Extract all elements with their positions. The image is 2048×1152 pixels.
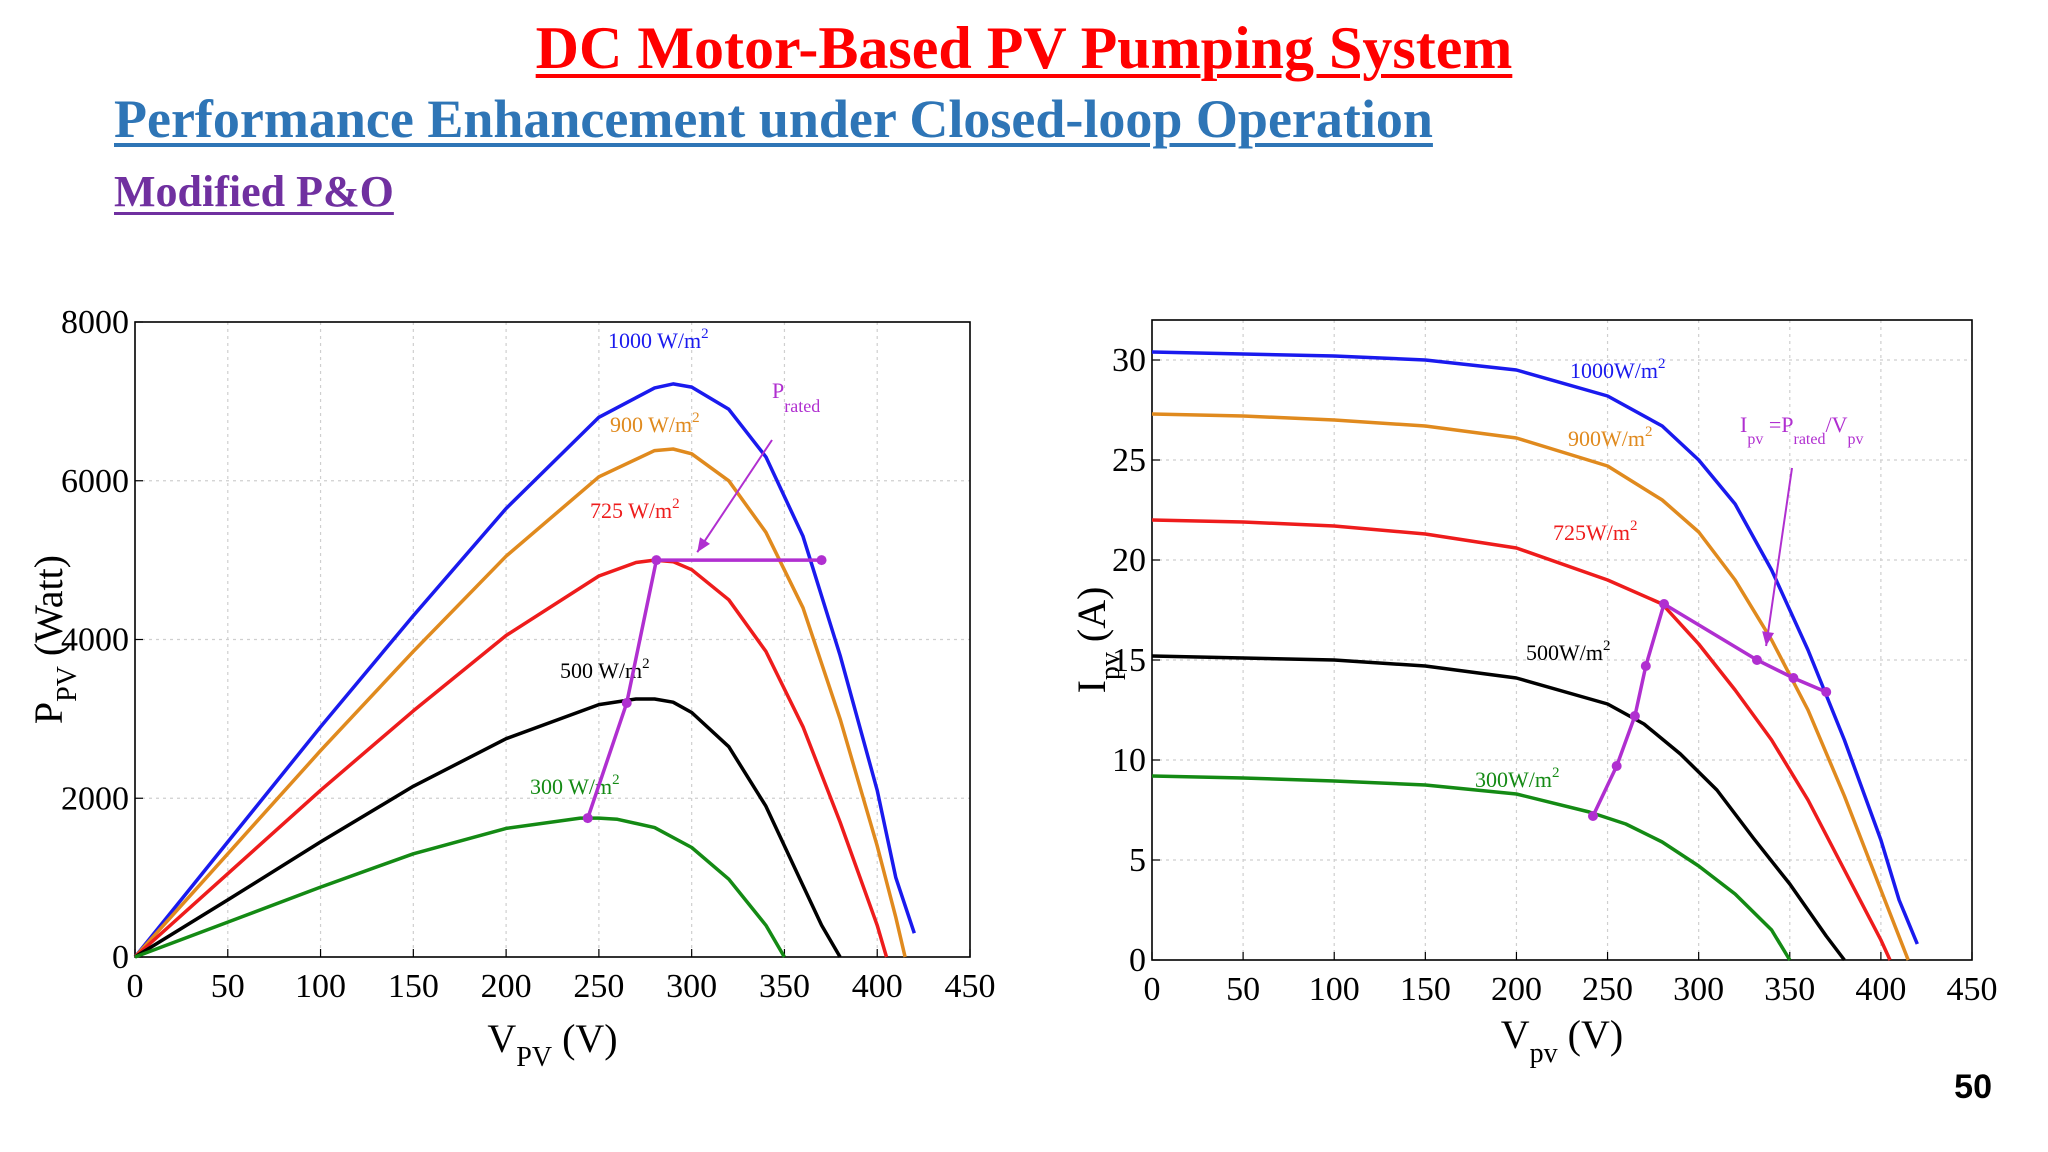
chart1-annotation-label: Ipv =Prated/Vpv	[1740, 412, 1863, 448]
chart1-series-label: 500W/m2	[1526, 638, 1611, 665]
chart0-annotation-arrow	[696, 439, 773, 553]
chart0-y-tick-label: 2000	[61, 780, 129, 817]
chart1-operating-path	[1591, 601, 1827, 817]
chart0-series-label: 900 W/m2	[610, 410, 700, 437]
chart1-y-tick-label: 30	[1112, 342, 1146, 379]
chart1-plot-frame	[1151, 319, 1973, 961]
chart0-operating-point	[816, 555, 827, 566]
chart1-series-label: 900W/m2	[1568, 424, 1653, 451]
chart0-x-axis-label: VPV (V)	[487, 1016, 617, 1073]
page-number: 50	[1954, 1068, 1992, 1106]
chart0-x-tick-label: 200	[481, 968, 532, 1005]
chart1-x-axis-label: Vpv (V)	[1501, 1012, 1623, 1069]
section-heading: Modified P&O	[114, 167, 394, 216]
chart1-x-tick-label: 400	[1855, 971, 1906, 1008]
chart1-series-line	[1151, 350, 1919, 945]
chart1-series-line	[1151, 518, 1892, 961]
slide-subtitle: Performance Enhancement under Closed-loo…	[114, 89, 1433, 149]
chart1-annotation-arrow	[1765, 467, 1793, 647]
chart0-series-label: 500 W/m2	[560, 656, 650, 683]
chart1-y-tick-label: 0	[1129, 942, 1146, 979]
slide-title: DC Motor-Based PV Pumping System	[535, 15, 1513, 81]
chart0-x-tick-label: 0	[127, 968, 144, 1005]
chart0-y-tick-label: 6000	[61, 463, 129, 500]
chart0-x-tick-label: 250	[573, 968, 624, 1005]
chart0-series-label: 1000 W/m2	[608, 326, 709, 353]
chart0-operating-point	[651, 555, 662, 566]
chart0-annotation-arrowhead	[697, 537, 710, 553]
chart1-operating-point	[1629, 711, 1640, 721]
chart1-y-tick-label: 20	[1112, 542, 1146, 579]
chart1-y-tick-label: 5	[1129, 842, 1146, 879]
chart1-y-tick-label: 10	[1112, 742, 1146, 779]
chart1-series-line	[1151, 412, 1910, 961]
chart1-operating-point	[1821, 687, 1832, 697]
chart1-operating-point	[1640, 661, 1651, 671]
chart1-annotation-arrowhead	[1762, 631, 1775, 646]
chart1-series-label: 725W/m2	[1553, 518, 1638, 545]
chart1-series-label: 300W/m2	[1475, 765, 1560, 792]
chart0-x-tick-label: 300	[666, 968, 717, 1005]
chart0-series-line	[133, 447, 907, 959]
chart1-x-tick-label: 300	[1673, 971, 1724, 1008]
chart1-operating-point	[1611, 761, 1622, 771]
chart0-y-tick-label: 0	[112, 939, 129, 976]
chart0-series-line	[134, 816, 786, 959]
chart1-series-line	[1151, 654, 1846, 962]
chart0-x-tick-label: 450	[945, 968, 996, 1005]
chart1-x-tick-label: 350	[1764, 971, 1815, 1008]
chart1-series-label: 1000W/m2	[1570, 356, 1666, 383]
chart1-y-axis-label: Ipv (A)	[1069, 587, 1126, 694]
chart1-x-tick-label: 100	[1309, 971, 1360, 1008]
chart1-x-tick-label: 450	[1947, 971, 1998, 1008]
chart0-series-label: 725 W/m2	[590, 496, 680, 523]
chart1-x-tick-label: 50	[1226, 971, 1260, 1008]
chart0-series-label: 300 W/m2	[530, 772, 620, 799]
chart0-annotation-label: Prated	[772, 378, 820, 416]
chart1-x-tick-label: 0	[1144, 971, 1161, 1008]
chart0-series-line	[133, 382, 916, 959]
chart0-operating-path	[586, 558, 822, 819]
chart1-y-tick-label: 25	[1112, 442, 1146, 479]
chart0-x-tick-label: 50	[211, 968, 245, 1005]
chart0-operating-point	[621, 698, 632, 708]
chart1-y-tick-label: 15	[1112, 642, 1146, 679]
chart1-operating-point	[1751, 655, 1762, 665]
chart1-x-tick-label: 200	[1491, 971, 1542, 1008]
chart0-x-tick-label: 400	[852, 968, 903, 1005]
chart1-series-line	[1151, 774, 1792, 961]
chart0-y-tick-label: 4000	[61, 622, 129, 659]
chart0-x-tick-label: 150	[388, 968, 439, 1005]
chart0-series-line	[133, 558, 889, 959]
chart1-operating-point	[1587, 811, 1598, 821]
chart0-y-axis-label: PPV (Watt)	[26, 555, 83, 724]
chart1-operating-point	[1659, 599, 1670, 609]
chart1-operating-point	[1788, 673, 1799, 683]
chart0-x-tick-label: 350	[759, 968, 810, 1005]
chart0-series-line	[134, 697, 842, 959]
chart1-x-tick-label: 250	[1582, 971, 1633, 1008]
power-voltage-chart: 0 50 100 150 200 250 300 350 400 450 0 2000 4000 6000…	[26, 304, 996, 1073]
chart1-x-tick-label: 150	[1400, 971, 1451, 1008]
current-voltage-chart: 0 50 100 150 200 250 300 350 400 450 0 5 10 15 20 25 30 V…	[1069, 319, 1998, 1069]
chart0-y-tick-label: 8000	[61, 304, 129, 341]
chart0-operating-point	[582, 813, 593, 824]
chart0-x-tick-label: 100	[295, 968, 346, 1005]
